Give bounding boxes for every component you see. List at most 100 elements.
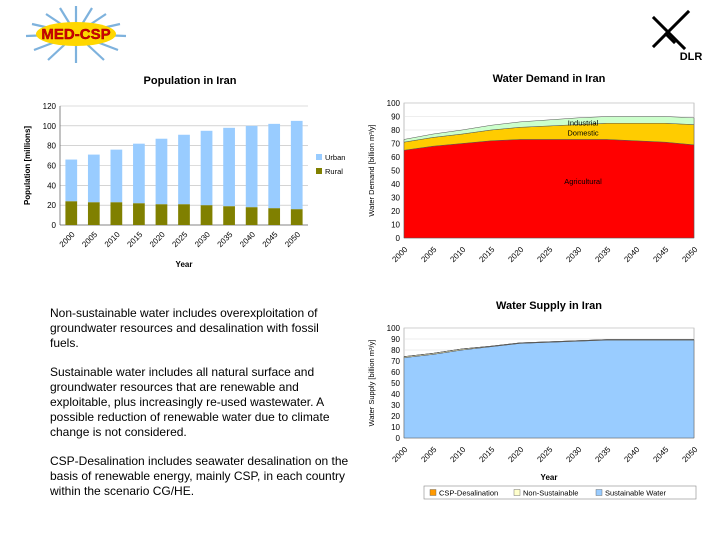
x-tick-label: 2020 — [148, 230, 167, 249]
dlr-logo: DLR — [644, 6, 708, 66]
x-tick-label: 2030 — [564, 245, 583, 264]
bar-urban — [178, 134, 190, 205]
x-tick-label: 2035 — [593, 445, 612, 464]
y-tick-label: 30 — [391, 401, 400, 410]
x-tick-label: 2020 — [506, 245, 525, 264]
y-tick-label: 50 — [391, 167, 400, 176]
chart-title: Water Supply in Iran — [496, 300, 602, 312]
x-tick-label: 2040 — [622, 445, 641, 464]
bar-rural — [245, 207, 258, 225]
x-tick-label: 2040 — [238, 230, 257, 249]
note-csp-desalination: CSP-Desalination includes seawater desal… — [50, 454, 349, 498]
y-tick-label: 60 — [391, 368, 400, 377]
bar-urban — [110, 149, 123, 203]
area-agricultural — [403, 139, 695, 239]
x-tick-label: 2005 — [80, 230, 99, 249]
y-tick-label: 20 — [47, 201, 56, 210]
y-tick-label: 90 — [391, 335, 400, 344]
x-tick-label: 2025 — [535, 245, 554, 264]
y-tick-label: 40 — [47, 181, 56, 190]
x-tick-label: 2025 — [170, 230, 189, 249]
legend-swatch — [595, 489, 603, 496]
x-tick-label: 2050 — [680, 445, 699, 464]
bar-urban — [245, 125, 258, 208]
x-tick-label: 2045 — [651, 445, 670, 464]
bar-urban — [268, 123, 281, 209]
dlr-text: DLR — [680, 51, 703, 63]
notes-text: Non-sustainable water includes overexplo… — [50, 306, 350, 513]
x-tick-label: 2015 — [477, 245, 496, 264]
y-tick-label: 120 — [43, 102, 57, 111]
note-non-sustainable: Non-sustainable water includes overexplo… — [50, 306, 319, 350]
x-tick-label: 2005 — [419, 245, 438, 264]
bar-urban — [223, 127, 235, 207]
y-tick-label: 100 — [387, 324, 401, 333]
water-demand-chart: Water Demand in Iran 0 10 20 30 40 50 60 70 80 90 1… — [364, 68, 702, 273]
y-tick-label: 10 — [391, 221, 400, 230]
note-sustainable: Sustainable water includes all natural s… — [50, 365, 330, 439]
x-tick-label: 2000 — [390, 245, 409, 264]
x-tick-label: 2035 — [593, 245, 612, 264]
y-tick-label: 0 — [396, 434, 401, 443]
x-tick-label: 2000 — [58, 230, 77, 249]
y-tick-label: 60 — [47, 162, 56, 171]
y-tick-label: 90 — [391, 113, 400, 122]
x-axis-title: Year — [176, 260, 193, 269]
legend-swatch — [513, 489, 521, 496]
bar-rural — [268, 208, 281, 225]
med-csp-logo: MED-CSP — [20, 4, 132, 64]
population-chart: Population in Iran 0 20 40 60 80 100 120 2000 200… — [18, 68, 358, 273]
bar-rural — [110, 202, 123, 225]
bar-rural — [223, 206, 235, 225]
y-tick-label: 80 — [47, 142, 56, 151]
legend-label: CSP-Desalination — [439, 489, 498, 498]
x-tick-label: 2010 — [103, 230, 122, 249]
bar-rural — [178, 204, 190, 225]
x-tick-label: 2040 — [622, 245, 641, 264]
bar-urban — [87, 154, 100, 203]
y-tick-label: 80 — [391, 126, 400, 135]
legend-label-urban: Urban — [325, 153, 345, 162]
dlr-emblem-icon — [651, 9, 691, 51]
x-tick-label: 2015 — [477, 445, 496, 464]
legend-swatch — [429, 489, 437, 496]
legend-swatch-urban — [316, 154, 322, 160]
legend-label: Non-Sustainable — [523, 489, 578, 498]
y-tick-label: 0 — [396, 234, 401, 243]
y-axis-title: Water Supply [billion m³/y] — [367, 340, 376, 427]
x-tick-label: 2000 — [390, 445, 409, 464]
x-tick-label: 2025 — [535, 445, 554, 464]
x-tick-label: 2010 — [448, 245, 467, 264]
y-tick-label: 50 — [391, 379, 400, 388]
x-tick-label: 2050 — [283, 230, 302, 249]
y-tick-label: 20 — [391, 412, 400, 421]
legend-label-rural: Rural — [325, 167, 343, 176]
y-tick-label: 40 — [391, 180, 400, 189]
water-supply-chart: Water Supply in Iran 0 10 20 30 40 50 60 70 80 90 1… — [364, 295, 702, 505]
y-tick-label: 80 — [391, 346, 400, 355]
y-tick-label: 0 — [52, 221, 57, 230]
x-tick-label: 2005 — [419, 445, 438, 464]
x-tick-label: 2045 — [261, 230, 280, 249]
bar-rural — [65, 201, 78, 225]
bar-rural — [290, 209, 303, 225]
y-tick-label: 70 — [391, 357, 400, 366]
y-axis-title: Population [millions] — [23, 126, 32, 205]
area-sustainable-water — [403, 339, 695, 439]
x-tick-label: 2020 — [506, 445, 525, 464]
logo-text: MED-CSP — [41, 26, 110, 43]
x-tick-label: 2030 — [564, 445, 583, 464]
chart-title: Water Demand in Iran — [493, 73, 606, 85]
y-tick-label: 100 — [387, 99, 401, 108]
y-tick-label: 100 — [43, 122, 57, 131]
area-csp-desalination — [403, 339, 694, 357]
bar-rural — [200, 205, 213, 225]
bar-rural — [133, 203, 145, 225]
bar-urban — [200, 130, 213, 206]
y-tick-label: 70 — [391, 140, 400, 149]
y-tick-label: 60 — [391, 153, 400, 162]
x-tick-label: 2015 — [125, 230, 144, 249]
annotation-agricultural: Agricultural — [564, 177, 602, 186]
x-tick-label: 2030 — [193, 230, 212, 249]
annotation-domestic: Domestic — [567, 128, 599, 137]
